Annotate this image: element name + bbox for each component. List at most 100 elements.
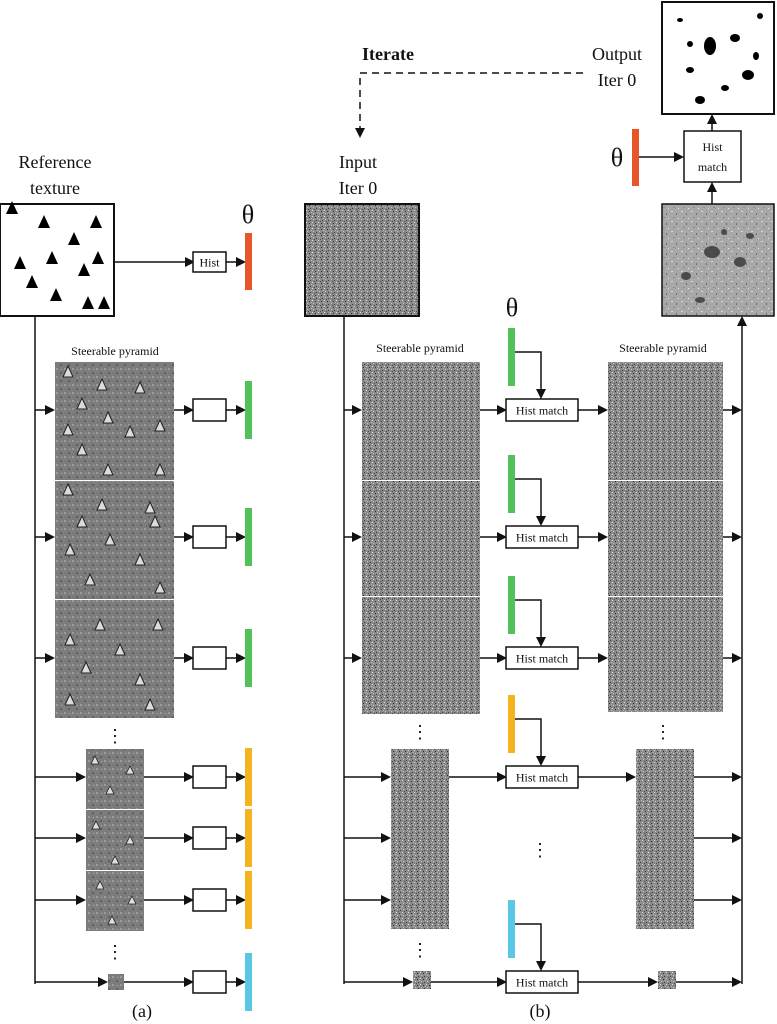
pyramid-feature [62, 422, 74, 436]
vdots-a-1: ⋮ [106, 726, 124, 746]
theta-symbol-b-mid: θ [506, 293, 518, 322]
output-blob [757, 13, 763, 19]
orange-stat-bar-b [632, 129, 639, 186]
stat-feed-arrow [515, 599, 546, 647]
stat-bar [508, 695, 515, 753]
triangle-mark [46, 251, 58, 264]
hist-box [192, 765, 227, 789]
output-blob [721, 85, 729, 91]
output-blob [742, 70, 754, 80]
hist-box [192, 525, 227, 549]
pyramid-level-tiny [108, 974, 124, 990]
hist-match-label: Hist match [516, 404, 568, 418]
pyramid-feature [107, 915, 117, 925]
pyramid-b-right-tiny [658, 971, 676, 989]
output-blob [730, 34, 740, 42]
pyramid-feature [125, 765, 135, 775]
pyramid-feature [154, 580, 166, 594]
pyramid-b-right-large [608, 362, 723, 712]
triangle-mark [82, 296, 94, 309]
stat-bar [245, 953, 252, 1011]
iterate-loop-arrow [355, 72, 583, 138]
output-blob [686, 67, 694, 73]
pyramid-feature [149, 514, 161, 528]
hist-box [192, 646, 227, 670]
stat-bar [245, 381, 252, 439]
triangle-mark [14, 256, 26, 269]
input-noise-image [304, 203, 420, 317]
pyramid-feature [134, 380, 146, 394]
vdots-a-2: ⋮ [106, 942, 124, 962]
panel-b-rows: Hist match Hist match Hist match Hist match… [344, 328, 742, 994]
pyramid-feature [64, 692, 76, 706]
hist-match-label: Hist match [516, 771, 568, 785]
pyramid-b-left-small [391, 749, 449, 929]
input-label-line2: Iter 0 [339, 178, 377, 198]
triangle-mark [50, 288, 62, 301]
triangle-mark [92, 251, 104, 264]
triangle-mark [78, 263, 90, 276]
stat-bar [508, 900, 515, 958]
output-image [661, 1, 775, 115]
vdots-b-3: ⋮ [531, 840, 549, 860]
triangle-mark [68, 232, 80, 245]
pyramid-feature [134, 672, 146, 686]
pyramid-feature [125, 835, 135, 845]
pyramid-feature [104, 532, 116, 546]
reference-texture-image [0, 201, 115, 317]
pyramid-feature [102, 410, 114, 424]
iterate-label: Iterate [362, 44, 414, 64]
pyramid-feature [105, 785, 115, 795]
caption-b: (b) [530, 1001, 551, 1022]
hist-match-label: Hist match [516, 531, 568, 545]
panel-a-rows [35, 381, 252, 1011]
pyramid-feature [90, 755, 100, 765]
pyramid-feature [154, 462, 166, 476]
output-label-line1: Output [592, 44, 642, 64]
output-blob [753, 52, 759, 60]
mid-blob [746, 233, 754, 239]
pyramid-b-right-small [636, 749, 694, 929]
pyramid-b-left-tiny [413, 971, 431, 989]
caption-a: (a) [132, 1001, 152, 1022]
panel-b: Iterate Output Iter 0 Input Iter 0 Hist … [304, 1, 775, 1022]
hist-label: Hist [199, 256, 220, 270]
pyramid-feature [154, 418, 166, 432]
reconstructed-image [661, 203, 775, 317]
stat-bar [245, 748, 252, 806]
pyramid-feature [64, 632, 76, 646]
output-blob [677, 18, 683, 22]
pyramid-feature [127, 895, 137, 905]
stat-bar [245, 809, 252, 867]
output-blob [704, 37, 716, 55]
orange-stat-bar [245, 233, 252, 290]
pyramid-feature [62, 482, 74, 496]
pyramid-feature [114, 642, 126, 656]
mid-blob [721, 229, 727, 235]
stat-feed-arrow [515, 718, 546, 766]
pyramid-level-small [86, 749, 144, 931]
input-label-line1: Input [339, 152, 377, 172]
pyramid-feature [96, 497, 108, 511]
stat-bar [245, 508, 252, 566]
mid-blob [704, 246, 720, 258]
hist-box [192, 888, 227, 912]
hist-match-top-line2: match [698, 160, 727, 174]
stat-bar [508, 455, 515, 513]
pyramid-feature [94, 617, 106, 631]
reference-title-line1: Reference [19, 152, 92, 172]
mid-blob [681, 272, 691, 280]
stat-feed-arrow [515, 478, 546, 526]
pyramid-feature [84, 572, 96, 586]
pyramid-level-large [55, 362, 174, 718]
hist-match-box-top [683, 130, 742, 183]
pyramid-feature [144, 500, 156, 514]
stat-bar [245, 871, 252, 929]
pyramid-label-b-left: Steerable pyramid [376, 341, 464, 355]
pyramid-feature [144, 697, 156, 711]
pyramid-feature [110, 855, 120, 865]
vdots-b-4: ⋮ [411, 940, 429, 960]
pyramid-feature [76, 514, 88, 528]
triangle-mark [90, 215, 102, 228]
